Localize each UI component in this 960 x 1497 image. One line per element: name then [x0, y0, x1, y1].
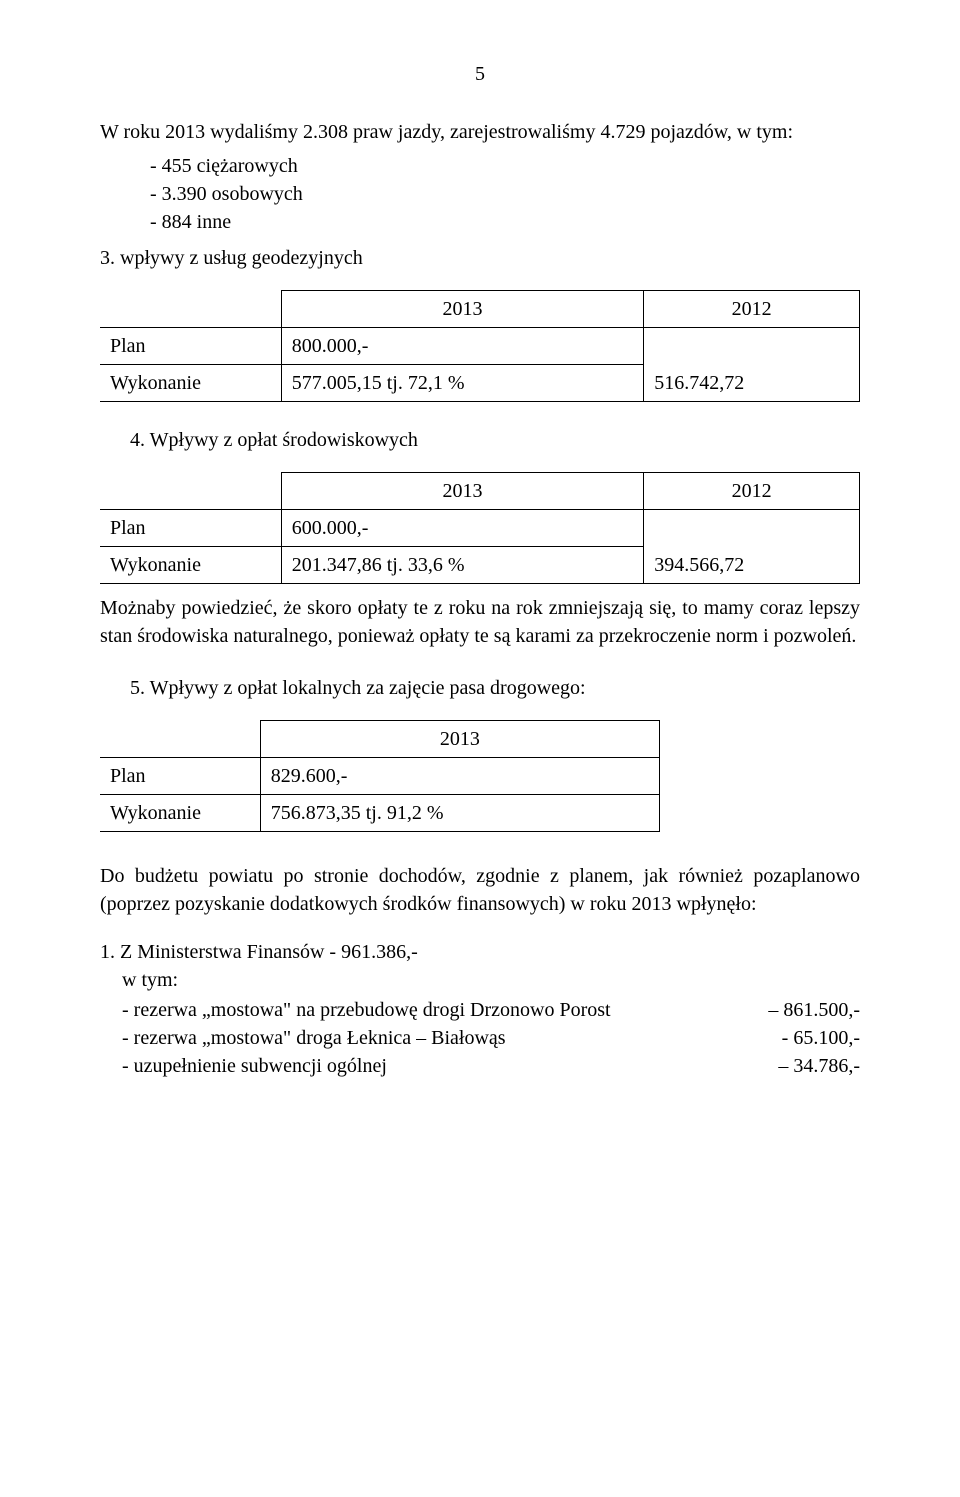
table-cell: 394.566,72	[644, 547, 860, 584]
table-cell: 577.005,15 tj. 72,1 %	[281, 365, 644, 402]
table-row-label: Wykonanie	[100, 365, 281, 402]
table-cell	[644, 510, 860, 547]
table-cell	[644, 328, 860, 365]
table-cell: 516.742,72	[644, 365, 860, 402]
ministry-heading: 1. Z Ministerstwa Finansów - 961.386,-	[100, 938, 860, 966]
ministry-row: - uzupełnienie subwencji ogólnej – 34.78…	[122, 1052, 860, 1080]
intro-bullet: - 3.390 osobowych	[150, 180, 860, 208]
table-sec5: 2013 Plan 829.600,- Wykonanie 756.873,35…	[100, 720, 660, 832]
budget-paragraph: Do budżetu powiatu po stronie dochodów, …	[100, 862, 860, 918]
intro-line: W roku 2013 wydaliśmy 2.308 praw jazdy, …	[100, 118, 860, 146]
table-header-year: 2013	[281, 291, 644, 328]
ministry-row: - rezerwa „mostowa" na przebudowę drogi …	[122, 996, 860, 1024]
ministry-row-right: – 34.786,-	[730, 1052, 860, 1080]
ministry-row-right: - 65.100,-	[730, 1024, 860, 1052]
section-4-note: Możnaby powiedzieć, że skoro opłaty te z…	[100, 594, 860, 650]
table-cell: 800.000,-	[281, 328, 644, 365]
table-row-label: Wykonanie	[100, 547, 281, 584]
table-cell: 829.600,-	[260, 758, 659, 795]
section-3-title: 3. wpływy z usług geodezyjnych	[100, 244, 860, 272]
table-header-year: 2013	[281, 473, 644, 510]
ministry-row-right: – 861.500,-	[730, 996, 860, 1024]
ministry-row-left: - rezerwa „mostowa" droga Łeknica – Biał…	[122, 1024, 730, 1052]
table-cell: 600.000,-	[281, 510, 644, 547]
table-header-year: 2013	[260, 721, 659, 758]
section-5-title: 5. Wpływy z opłat lokalnych za zajęcie p…	[130, 674, 860, 702]
table-row-label: Plan	[100, 758, 260, 795]
ministry-wtym: w tym:	[122, 966, 860, 994]
ministry-row-left: - uzupełnienie subwencji ogólnej	[122, 1052, 730, 1080]
table-header-year: 2012	[644, 291, 860, 328]
ministry-row: - rezerwa „mostowa" droga Łeknica – Biał…	[122, 1024, 860, 1052]
intro-bullet: - 455 ciężarowych	[150, 152, 860, 180]
table-header-year: 2012	[644, 473, 860, 510]
ministry-row-left: - rezerwa „mostowa" na przebudowę drogi …	[122, 996, 730, 1024]
table-cell: 201.347,86 tj. 33,6 %	[281, 547, 644, 584]
table-row-label: Plan	[100, 328, 281, 365]
page-number: 5	[100, 60, 860, 88]
table-sec3: 2013 2012 Plan 800.000,- Wykonanie 577.0…	[100, 290, 860, 402]
table-cell: 756.873,35 tj. 91,2 %	[260, 795, 659, 832]
table-sec4: 2013 2012 Plan 600.000,- Wykonanie 201.3…	[100, 472, 860, 584]
intro-bullet: - 884 inne	[150, 208, 860, 236]
section-4-title: 4. Wpływy z opłat środowiskowych	[130, 426, 860, 454]
table-row-label: Wykonanie	[100, 795, 260, 832]
table-row-label: Plan	[100, 510, 281, 547]
